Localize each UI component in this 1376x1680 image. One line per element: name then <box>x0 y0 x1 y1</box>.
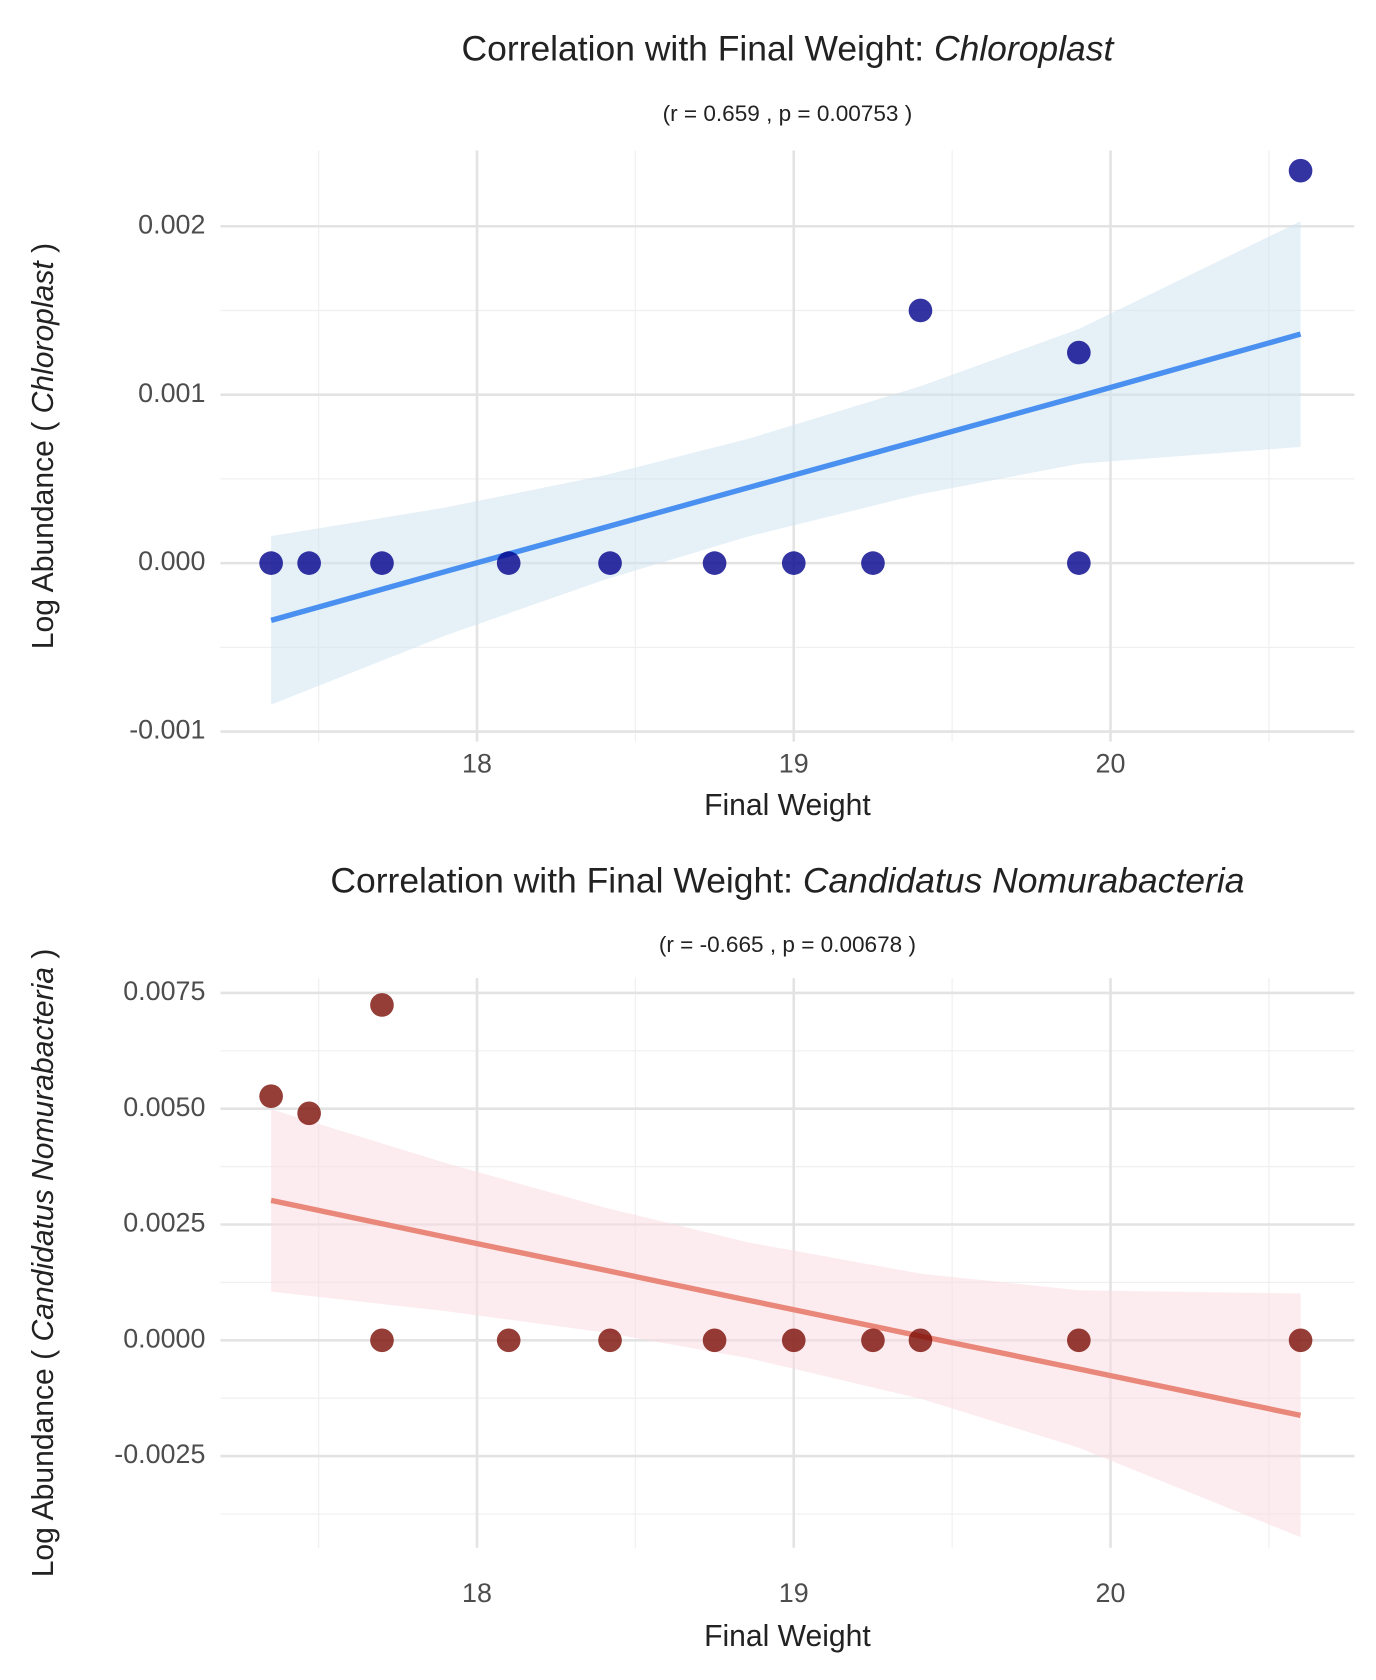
point <box>1067 340 1091 365</box>
point <box>1288 158 1313 183</box>
x-tick-label: 20 <box>1096 748 1126 778</box>
y-label-text: Log Abundance ( <box>27 413 60 649</box>
point <box>861 1328 885 1353</box>
point <box>496 551 521 575</box>
title-text: Correlation with Final Weight: <box>330 861 802 901</box>
point <box>908 298 933 323</box>
point <box>496 1328 521 1353</box>
y-label-text: Log Abundance ( <box>27 1341 60 1577</box>
y-label-taxon: Candidatus Nomurabacteria <box>27 967 60 1342</box>
y-label-end: ) <box>27 243 60 261</box>
y-tick-label: 0.002 <box>138 209 205 239</box>
y-tick-label: 0.000 <box>138 546 205 576</box>
point <box>908 1328 933 1353</box>
y-tick-label: 0.0000 <box>123 1323 205 1353</box>
x-tick-label: 20 <box>1096 1578 1126 1608</box>
point <box>598 1328 622 1353</box>
x-tick-label: 18 <box>462 1578 492 1608</box>
subtitle: (r = -0.665 , p = 0.00678 ) <box>659 932 916 957</box>
y-tick-label: 0.0075 <box>123 976 205 1006</box>
point <box>297 1101 321 1126</box>
point <box>1067 551 1091 575</box>
point <box>781 1328 806 1353</box>
point <box>297 551 321 575</box>
x-tick-label: 19 <box>779 748 809 778</box>
confidence-band <box>271 221 1301 705</box>
y-tick-label: 0.001 <box>138 378 205 408</box>
x-axis-label: Final Weight <box>704 1620 871 1653</box>
panel: 18 19 20 -0.0025 0.0000 0.0025 0.0050 0.0075 Cor… <box>27 861 1355 1653</box>
y-axis-label: Log Abundance ( Candidatus Nomurabacteri… <box>27 949 60 1578</box>
y-tick-label: 0.0025 <box>123 1208 205 1238</box>
y-axis-label: Log Abundance ( Chloroplast ) <box>27 243 60 649</box>
x-axis-label: Final Weight <box>704 789 871 822</box>
chart-title: Correlation with Final Weight: Candidatu… <box>330 861 1244 901</box>
point <box>702 1328 727 1353</box>
subtitle: (r = 0.659 , p = 0.00753 ) <box>663 101 913 126</box>
x-tick-label: 18 <box>462 748 492 778</box>
point <box>370 551 394 575</box>
point <box>370 993 394 1017</box>
title-taxon: Candidatus Nomurabacteria <box>803 861 1245 901</box>
point <box>259 551 283 575</box>
point <box>861 551 885 575</box>
point <box>781 551 806 575</box>
point <box>702 551 727 575</box>
y-label-end: ) <box>27 949 60 967</box>
chart-title: Correlation with Final Weight: Chloropla… <box>461 29 1115 69</box>
point <box>1067 1328 1091 1353</box>
y-tick-label: -0.0025 <box>114 1439 205 1469</box>
confidence-band <box>271 1109 1301 1538</box>
panel: 18 19 20 -0.001 0.000 0.001 0.002 Correlation w… <box>27 29 1355 822</box>
y-tick-label: -0.001 <box>129 715 205 745</box>
point <box>598 551 622 575</box>
point <box>259 1084 283 1109</box>
x-tick-label: 19 <box>779 1578 809 1608</box>
title-text: Correlation with Final Weight: <box>461 29 933 69</box>
point <box>370 1328 394 1353</box>
y-label-taxon: Chloroplast <box>27 260 60 414</box>
regression-line <box>270 1197 1302 1418</box>
point <box>1288 1328 1313 1353</box>
title-taxon: Chloroplast <box>934 29 1116 69</box>
y-tick-label: 0.0050 <box>123 1092 205 1122</box>
regression-line <box>270 331 1302 623</box>
